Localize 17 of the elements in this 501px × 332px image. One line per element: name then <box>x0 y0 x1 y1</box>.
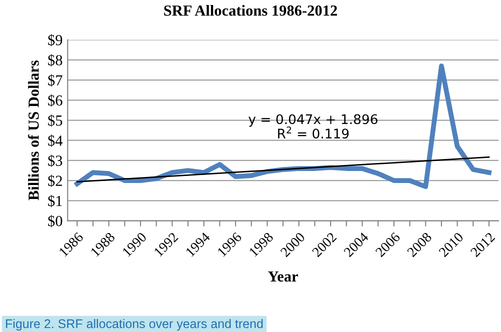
line-series <box>74 64 492 190</box>
y-tick-label: $9 <box>48 34 62 46</box>
y-tick-label: $6 <box>48 94 62 107</box>
x-axis-title: Year <box>268 271 298 282</box>
annotation: y = 0.047x + 1.896 <box>248 114 378 127</box>
caption: Figure 2. SRF allocations over years and trend <box>6 318 263 331</box>
y-tick-label: $1 <box>48 194 62 208</box>
y-tick-label: $5 <box>48 114 62 127</box>
y-tick-label: $2 <box>48 174 62 188</box>
y-tick-label: $3 <box>48 154 62 167</box>
y-axis-title: Billions of US Dollars <box>28 60 39 200</box>
y-tick-label: $7 <box>48 74 62 87</box>
y-tick-label: $0 <box>48 215 62 228</box>
chart-title: SRF Allocations 1986-2012 <box>164 4 337 16</box>
annotation: R$^{2}$ = 0.119 <box>278 126 349 139</box>
y-tick-label: $4 <box>48 134 63 147</box>
y-tick-label: $8 <box>48 54 62 66</box>
